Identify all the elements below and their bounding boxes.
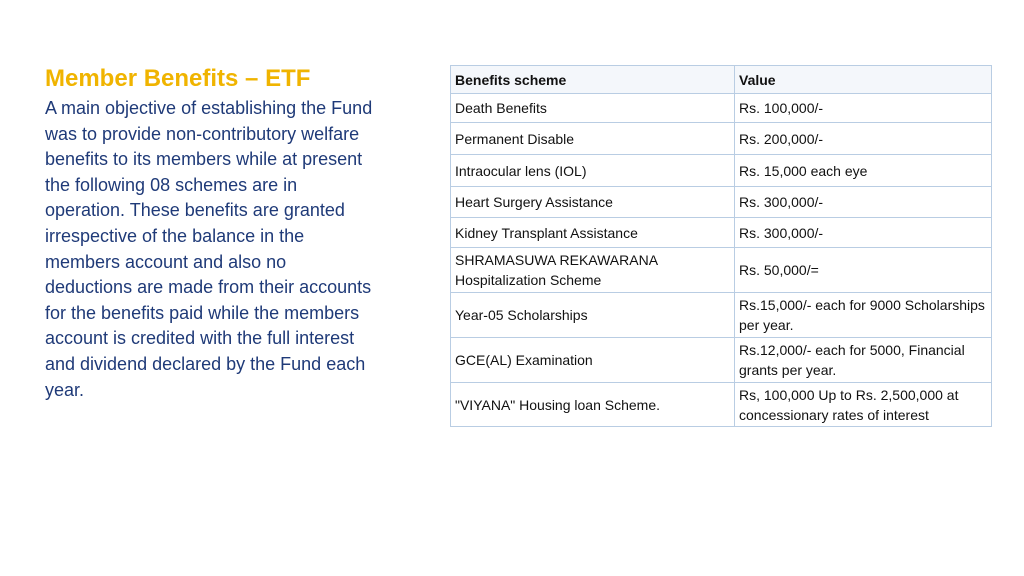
scheme-cell: Year-05 Scholarships [450, 292, 735, 338]
value-cell: Rs. 100,000/- [734, 93, 992, 123]
table-row: Heart Surgery Assistance Rs. 300,000/- [450, 186, 992, 218]
value-cell: Rs.12,000/- each for 5000, Financial gra… [734, 337, 992, 383]
table-row: Year-05 Scholarships Rs.15,000/- each fo… [450, 292, 992, 338]
header-benefits-scheme: Benefits scheme [450, 65, 735, 94]
benefits-table: Benefits scheme Value Death Benefits Rs.… [450, 65, 992, 427]
value-cell: Rs, 100,000 Up to Rs. 2,500,000 at conce… [734, 382, 992, 427]
value-cell: Rs. 200,000/- [734, 122, 992, 155]
scheme-cell: Heart Surgery Assistance [450, 186, 735, 218]
table-header-row: Benefits scheme Value [450, 65, 992, 94]
intro-paragraph: A main objective of establishing the Fun… [45, 98, 373, 400]
table-row: Intraocular lens (IOL) Rs. 15,000 each e… [450, 154, 992, 187]
value-cell: Rs. 300,000/- [734, 217, 992, 248]
scheme-cell: "VIYANA" Housing loan Scheme. [450, 382, 735, 427]
value-cell: Rs. 50,000/= [734, 247, 992, 293]
scheme-cell: Intraocular lens (IOL) [450, 154, 735, 187]
value-cell: Rs. 300,000/- [734, 186, 992, 218]
value-cell: Rs. 15,000 each eye [734, 154, 992, 187]
scheme-cell: Death Benefits [450, 93, 735, 123]
table-row: "VIYANA" Housing loan Scheme. Rs, 100,00… [450, 382, 992, 427]
table-row: Permanent Disable Rs. 200,000/- [450, 122, 992, 155]
scheme-cell: Permanent Disable [450, 122, 735, 155]
slide-title: Member Benefits – ETF [45, 65, 311, 92]
header-value: Value [734, 65, 992, 94]
table-row: GCE(AL) Examination Rs.12,000/- each for… [450, 337, 992, 383]
scheme-cell: GCE(AL) Examination [450, 337, 735, 383]
intro-section: Member Benefits – ETF A main objective o… [45, 64, 375, 403]
scheme-cell: Kidney Transplant Assistance [450, 217, 735, 248]
table-row: Death Benefits Rs. 100,000/- [450, 93, 992, 123]
table-row: SHRAMASUWA REKAWARANA Hospitalization Sc… [450, 247, 992, 293]
scheme-cell: SHRAMASUWA REKAWARANA Hospitalization Sc… [450, 247, 735, 293]
value-cell: Rs.15,000/- each for 9000 Scholarships p… [734, 292, 992, 338]
table-row: Kidney Transplant Assistance Rs. 300,000… [450, 217, 992, 248]
